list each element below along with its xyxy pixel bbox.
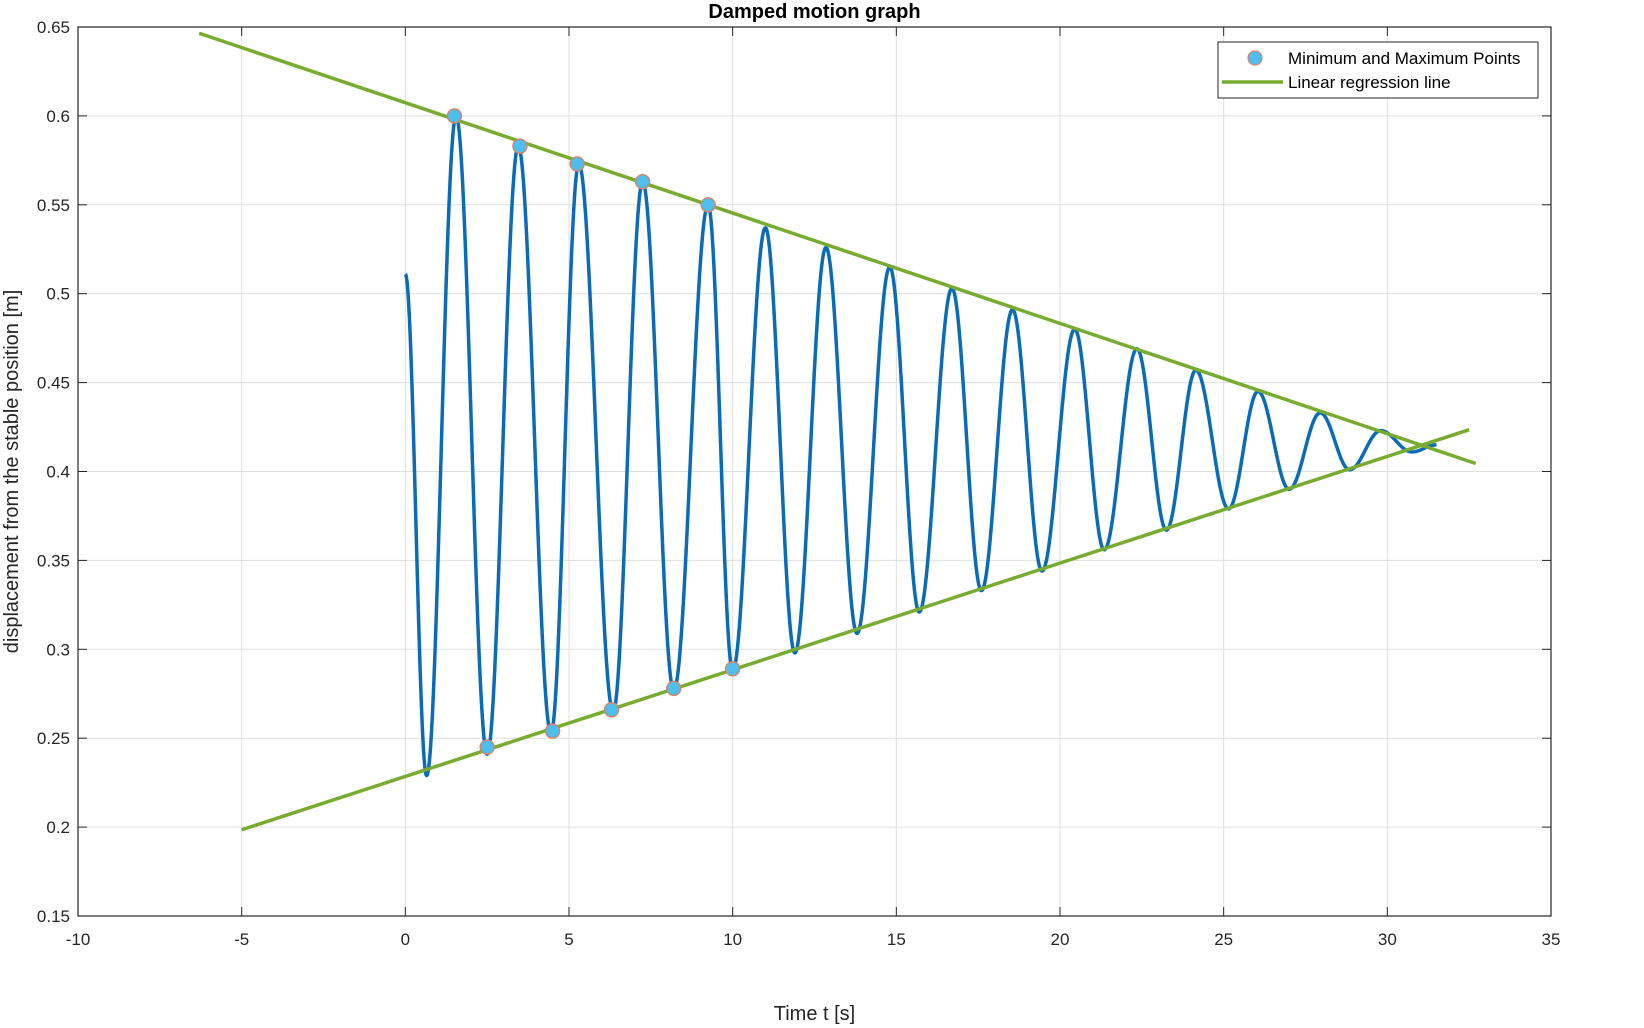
legend-label-regression: Linear regression line: [1288, 73, 1451, 92]
extremum-marker: [634, 173, 651, 190]
extremum-marker: [479, 739, 495, 755]
y-tick-label: 0.5: [46, 285, 70, 304]
chart-title: Damped motion graph: [708, 1, 920, 23]
axis-ticks: [77, 26, 1552, 917]
plot-area: [198, 31, 1477, 832]
x-tick-label: -10: [66, 930, 91, 949]
x-axis-label: Time t [s]: [774, 1003, 855, 1025]
x-tick-label: 0: [401, 930, 410, 949]
y-tick-label: 0.65: [37, 18, 70, 37]
extremum-marker: [700, 197, 716, 213]
grid: [77, 26, 1552, 917]
y-tick-label: 0.3: [46, 640, 70, 659]
extremum-marker: [512, 138, 528, 154]
legend-box: [1217, 41, 1539, 99]
x-tick-label: 30: [1378, 930, 1397, 949]
x-tick-label: 15: [887, 930, 906, 949]
y-tick-label: 0.6: [46, 107, 70, 126]
x-axis-tick-labels: -10 -5 0 5 10 15 20 25 30 35: [66, 930, 1561, 949]
lower-regression-line: [241, 428, 1470, 832]
legend: Minimum and Maximum Points Linear regres…: [1217, 41, 1539, 99]
y-tick-label: 0.15: [37, 907, 70, 926]
damped-oscillation-line: [403, 114, 1438, 778]
x-tick-label: 35: [1542, 930, 1561, 949]
y-tick-label: 0.4: [46, 463, 70, 482]
extremum-marker: [544, 723, 561, 739]
x-tick-label: 5: [564, 930, 573, 949]
y-tick-label: 0.2: [46, 818, 70, 837]
y-tick-label: 0.55: [37, 196, 70, 215]
legend-label-markers: Minimum and Maximum Points: [1288, 49, 1520, 68]
extremum-marker: [446, 108, 463, 124]
upper-regression-line: [198, 31, 1477, 466]
extremum-marker: [569, 156, 585, 172]
legend-marker-symbol: [1247, 50, 1263, 66]
x-tick-label: -5: [234, 930, 249, 949]
y-tick-label: 0.35: [37, 551, 70, 570]
extremum-marker: [724, 661, 741, 677]
extremum-marker: [603, 702, 620, 718]
x-tick-label: 25: [1214, 930, 1233, 949]
x-tick-label: 20: [1051, 930, 1070, 949]
y-axis-label: displacement from the stable position [m…: [1, 290, 23, 654]
x-tick-label: 10: [723, 930, 742, 949]
y-axis-tick-labels: 0.15 0.2 0.25 0.3 0.35 0.4 0.45 0.5 0.55 0.6 0.65: [37, 18, 70, 926]
y-tick-label: 0.45: [37, 374, 70, 393]
extremum-marker: [666, 680, 682, 697]
y-tick-label: 0.25: [37, 729, 70, 748]
